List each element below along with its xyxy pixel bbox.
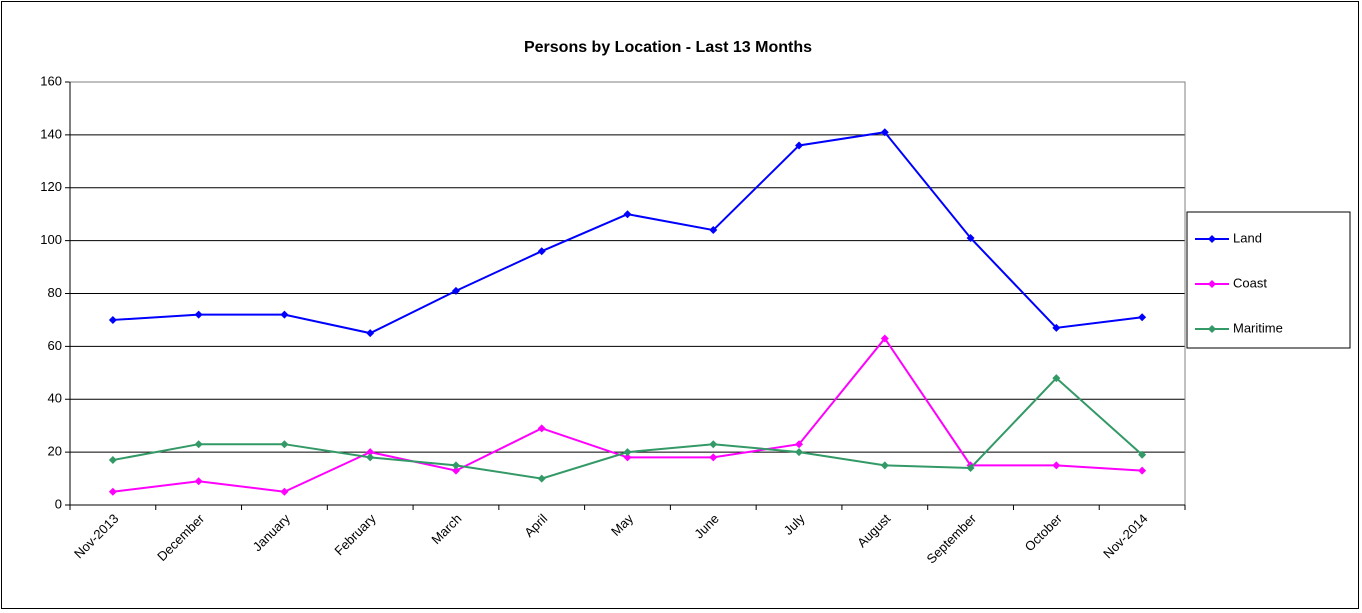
- point-marker: [537, 424, 546, 433]
- point-marker: [795, 141, 804, 150]
- point-marker: [280, 310, 289, 319]
- point-marker: [108, 315, 117, 324]
- point-marker: [1052, 374, 1061, 383]
- point-marker: [709, 226, 718, 235]
- point-marker: [880, 334, 889, 343]
- point-marker: [880, 128, 889, 137]
- point-marker: [623, 448, 632, 457]
- point-marker: [451, 466, 460, 475]
- point-marker: [623, 210, 632, 219]
- point-marker: [280, 487, 289, 496]
- point-marker: [1052, 461, 1061, 470]
- point-marker: [709, 440, 718, 449]
- point-marker: [1138, 313, 1147, 322]
- point-marker: [366, 448, 375, 457]
- legend-marker: [1208, 235, 1216, 243]
- point-marker: [537, 247, 546, 256]
- point-marker: [966, 463, 975, 472]
- point-marker: [451, 286, 460, 295]
- point-marker: [194, 477, 203, 486]
- legend-label: Coast: [1233, 275, 1267, 290]
- y-tick-label: 20: [48, 444, 62, 459]
- chart-title: Persons by Location - Last 13 Months: [524, 39, 812, 56]
- point-marker: [451, 461, 460, 470]
- point-marker: [709, 453, 718, 462]
- y-tick-label: 100: [40, 232, 62, 247]
- y-tick-label: 80: [48, 285, 62, 300]
- point-marker: [1052, 323, 1061, 332]
- y-tick-label: 40: [48, 391, 62, 406]
- point-marker: [366, 329, 375, 338]
- point-marker: [366, 453, 375, 462]
- point-marker: [537, 474, 546, 483]
- legend-box: [1186, 211, 1351, 349]
- legend-marker: [1208, 280, 1216, 288]
- point-marker: [880, 461, 889, 470]
- y-tick-label: 160: [40, 73, 62, 88]
- point-marker: [280, 440, 289, 449]
- y-tick-label: 120: [40, 179, 62, 194]
- point-marker: [194, 440, 203, 449]
- point-marker: [108, 487, 117, 496]
- point-marker: [966, 233, 975, 242]
- legend-label: Maritime: [1233, 320, 1283, 335]
- y-tick-label: 0: [55, 496, 62, 511]
- point-marker: [194, 310, 203, 319]
- point-marker: [795, 448, 804, 457]
- legend-marker: [1208, 325, 1216, 333]
- y-tick-label: 60: [48, 338, 62, 353]
- legend-label: Land: [1233, 230, 1262, 245]
- point-marker: [795, 440, 804, 449]
- y-tick-label: 140: [40, 126, 62, 141]
- point-marker: [1138, 450, 1147, 459]
- point-marker: [108, 456, 117, 465]
- point-marker: [623, 453, 632, 462]
- point-marker: [1138, 466, 1147, 475]
